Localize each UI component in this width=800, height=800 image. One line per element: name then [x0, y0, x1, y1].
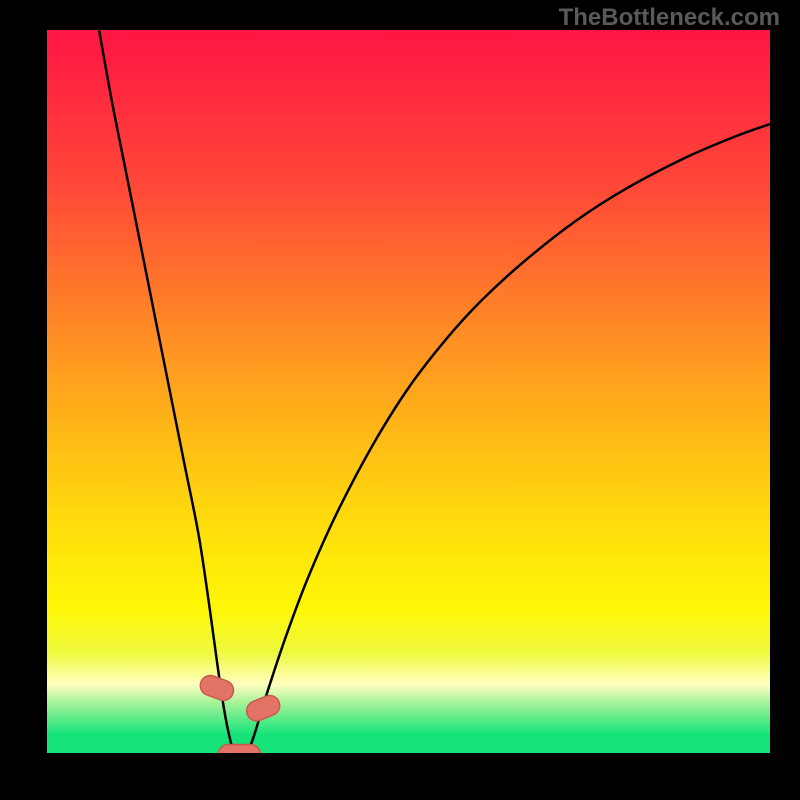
watermark-text: TheBottleneck.com — [559, 4, 780, 31]
chart-canvas: TheBottleneck.com — [0, 0, 800, 800]
plot-background-gradient — [47, 30, 770, 753]
bottleneck-plot-svg: TheBottleneck.com — [0, 0, 800, 800]
